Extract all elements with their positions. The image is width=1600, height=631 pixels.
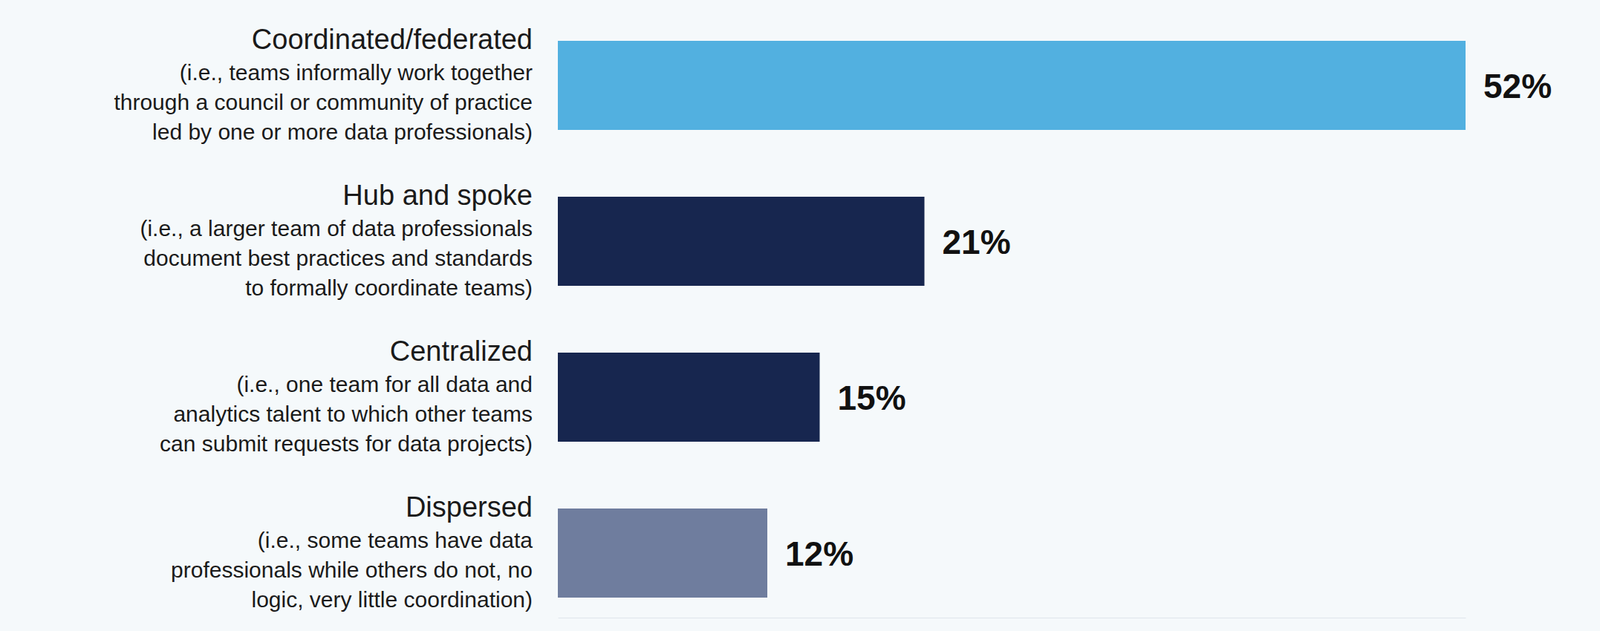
- x-axis: [558, 618, 1467, 619]
- category-description: (i.e., teams informally work together: [179, 60, 533, 85]
- category-description: to formally coordinate teams): [245, 275, 533, 301]
- data-label: 12%: [785, 534, 854, 574]
- data-label: 52%: [1483, 66, 1552, 106]
- bar: [557, 352, 821, 442]
- category-description: (i.e., a larger team of data professiona…: [139, 216, 533, 241]
- category-description: logic, very little coordination): [251, 587, 533, 613]
- category-description: document best practices and standards: [143, 245, 533, 271]
- category-description: led by one or more data professionals): [152, 119, 533, 145]
- bar: [557, 508, 768, 598]
- category-label: Centralized (i.e., one team for all data …: [159, 335, 533, 457]
- axis-line: [558, 618, 1467, 619]
- bar: [557, 196, 925, 286]
- category-label: Hub and spoke (i.e., a larger team of dat…: [139, 179, 533, 301]
- category-description: can submit requests for data projects): [159, 431, 533, 457]
- category-description: (i.e., one team for all data and: [236, 372, 533, 397]
- data-labels: 52% 21% 15% 12%: [785, 66, 1552, 574]
- category-title: Coordinated/federated: [251, 23, 533, 55]
- category-title: Hub and spoke: [342, 179, 533, 211]
- category-description: analytics talent to which other teams: [173, 401, 533, 427]
- data-label: 21%: [942, 222, 1011, 262]
- category-labels: Coordinated/federated (i.e., teams inform…: [113, 23, 533, 613]
- category-description: (i.e., some teams have data: [257, 528, 533, 553]
- bars: [557, 40, 1466, 598]
- category-title: Centralized: [389, 335, 533, 367]
- category-title: Dispersed: [405, 491, 533, 523]
- category-description: professionals while others do not, no: [170, 557, 533, 583]
- category-label: Coordinated/federated (i.e., teams inform…: [113, 23, 533, 145]
- data-label: 15%: [837, 378, 907, 418]
- category-description: through a council or community of practi…: [113, 89, 533, 115]
- chart: 52% 21% 15% 12% Coordinated/federated (i.e., …: [0, 0, 1600, 631]
- bar: [557, 40, 1466, 130]
- category-label: Dispersed (i.e., some teams have data prof…: [170, 491, 533, 613]
